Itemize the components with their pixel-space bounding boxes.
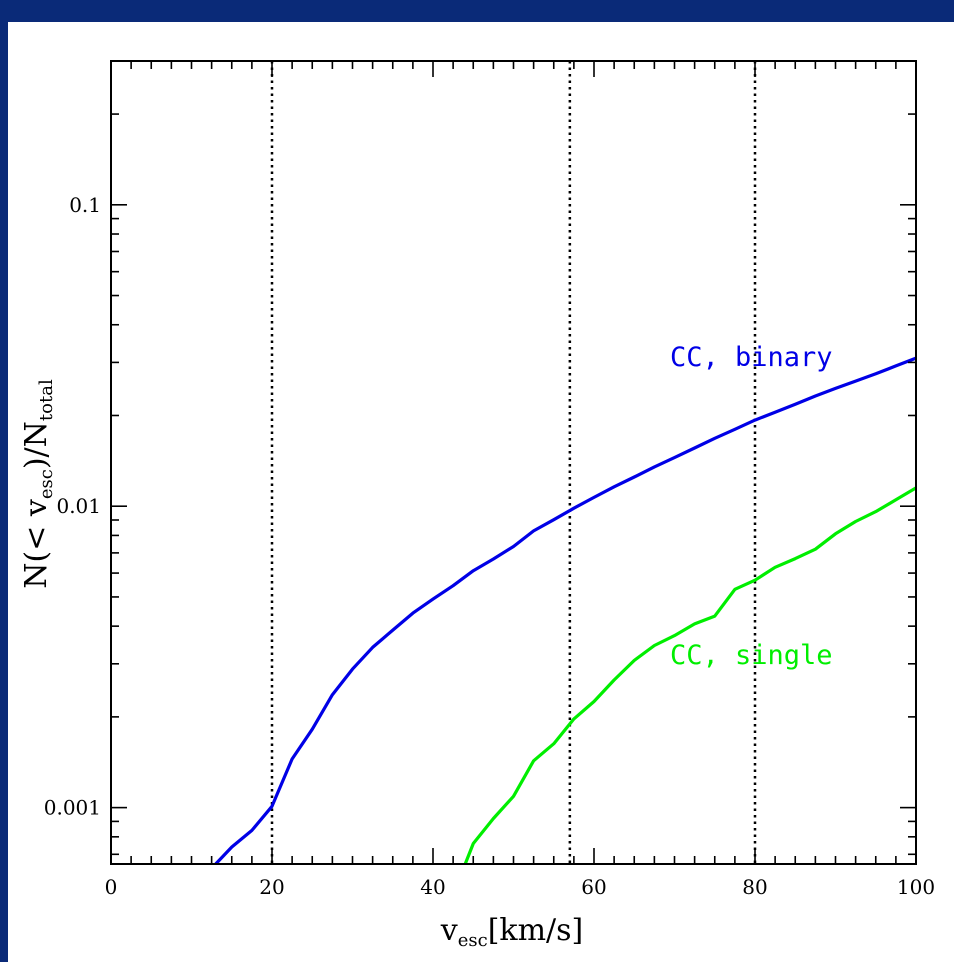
- x-tick-label: 20: [259, 875, 284, 899]
- series-label-binary: CC, binary: [670, 342, 833, 373]
- border-left: [0, 0, 8, 962]
- border-top: [0, 0, 954, 22]
- x-tick-label: 40: [420, 875, 445, 899]
- y-axis-label-b-sub: total: [36, 379, 57, 421]
- tick-labels: 0 20 40 60 80 100 0.1 0.01 0.001: [44, 193, 935, 899]
- y-tick-label: 0.1: [69, 193, 101, 217]
- y-axis-label-b: )/N: [19, 421, 54, 469]
- x-tick-label: 60: [581, 875, 606, 899]
- x-axis-label-main: v: [440, 913, 458, 948]
- series-group: [214, 356, 917, 866]
- y-axis-label: N(< vesc)/Ntotal: [19, 379, 57, 589]
- axes-group: [110, 60, 917, 865]
- x-tick-label: 100: [897, 875, 935, 899]
- x-tick-label: 0: [105, 875, 118, 899]
- x-tick-label: 80: [742, 875, 767, 899]
- y-axis-label-a: N(< v: [19, 499, 54, 589]
- series-line-binary: [214, 356, 917, 866]
- series-line-single: [463, 486, 917, 865]
- x-axis-label-unit: [km/s]: [488, 913, 584, 948]
- plot-frame: [110, 60, 917, 865]
- y-tick-label: 0.01: [56, 494, 101, 518]
- y-tick-label: 0.001: [44, 796, 101, 820]
- series-labels: CC, binary CC, single: [670, 342, 833, 671]
- series-label-single: CC, single: [670, 640, 833, 671]
- y-axis-label-a-sub: esc: [36, 469, 57, 499]
- x-axis-label: vesc[km/s]: [440, 913, 583, 951]
- x-axis-label-sub: esc: [458, 930, 488, 951]
- vertical-reference-lines: [270, 61, 757, 864]
